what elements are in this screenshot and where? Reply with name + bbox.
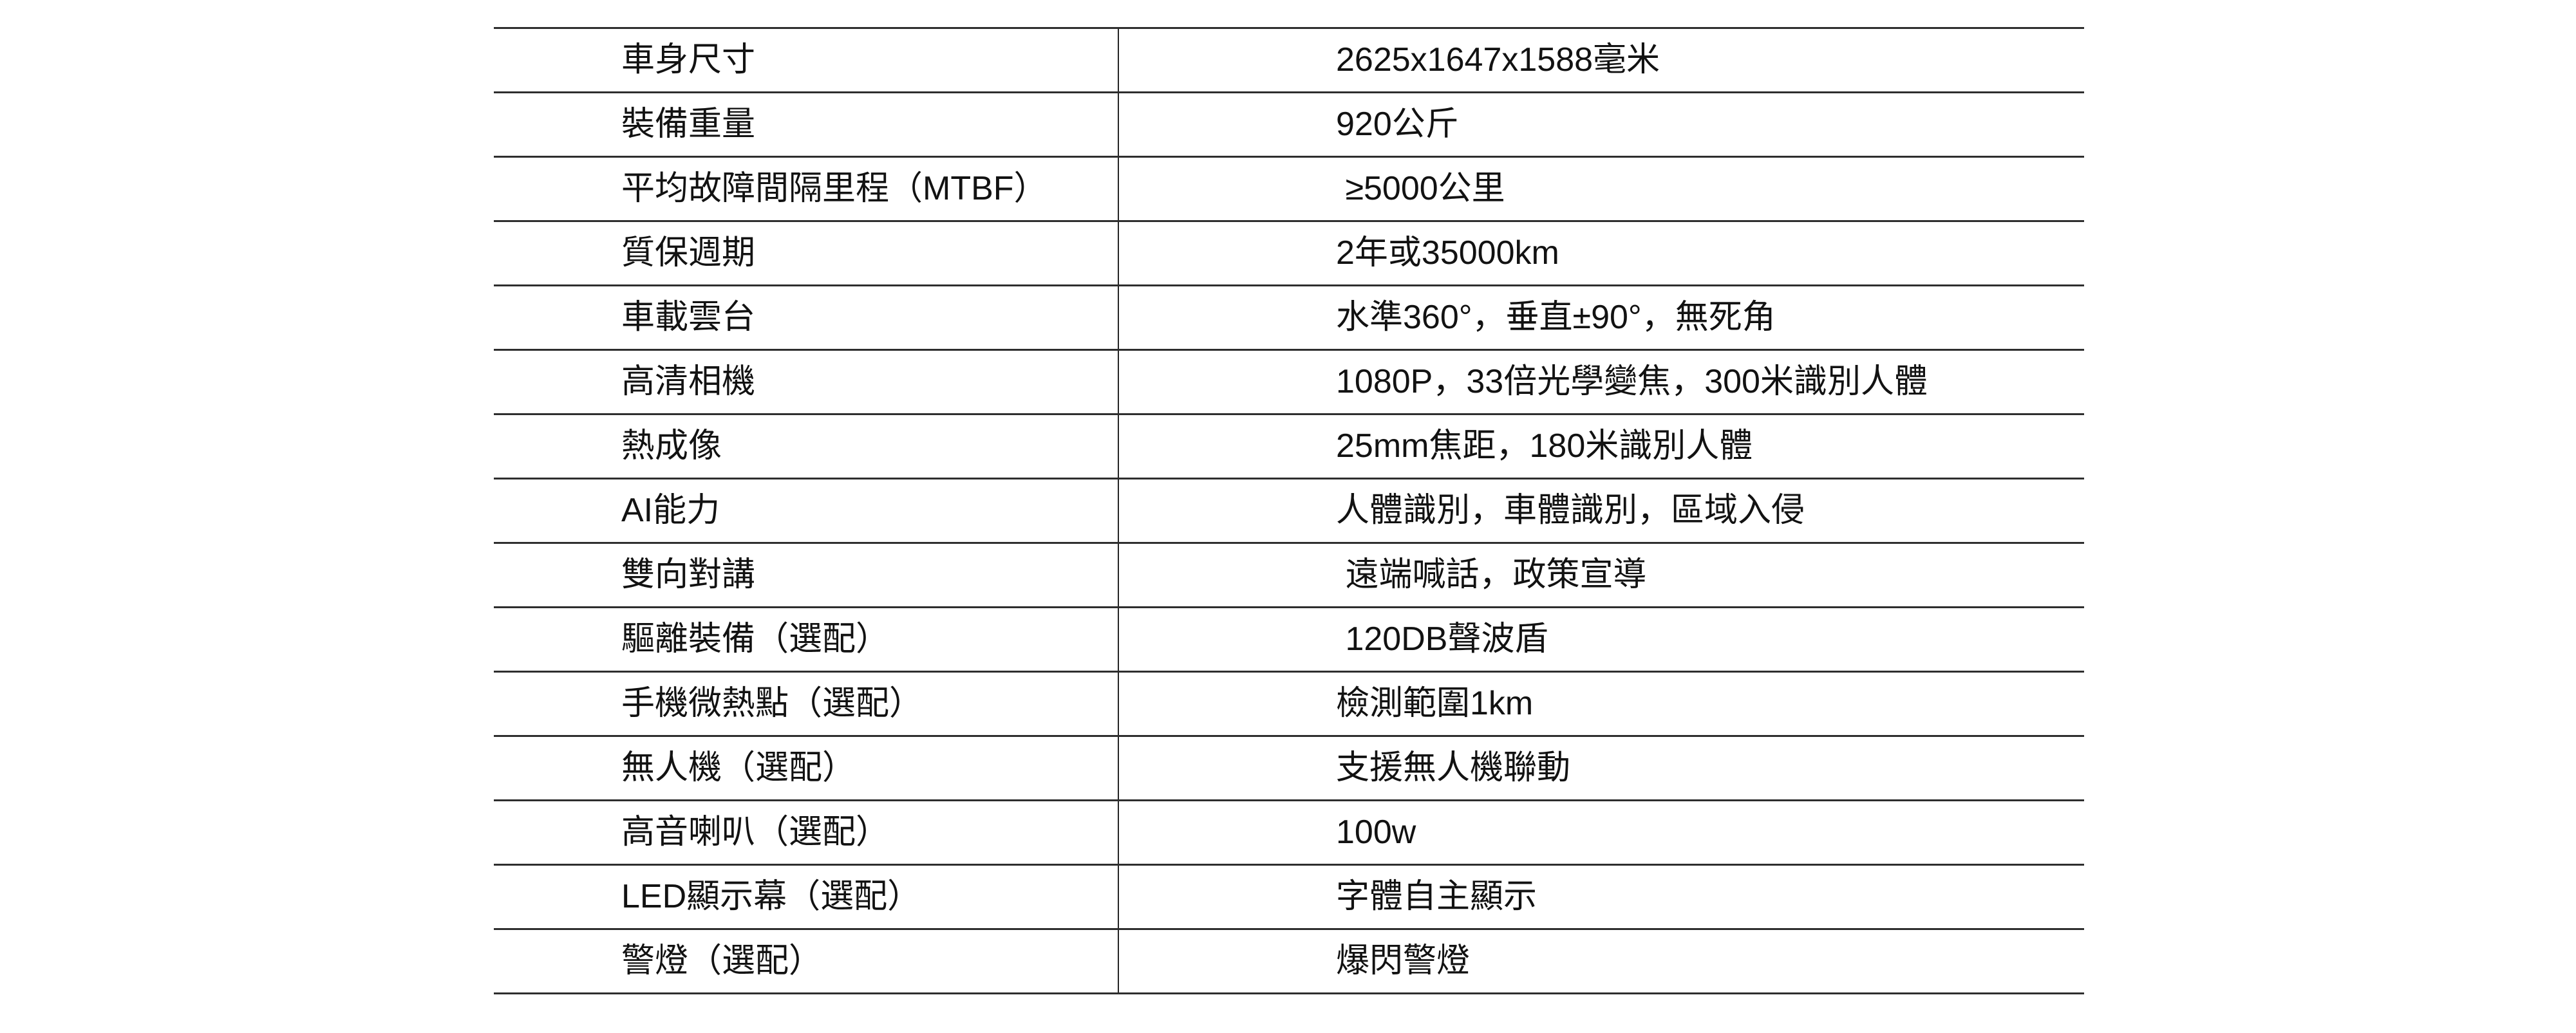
spec-label-cell: AI能力 xyxy=(494,479,1119,542)
spec-value-cell: 2625x1647x1588毫米 xyxy=(1336,41,1660,79)
spec-value-cell: 字體自主顯示 xyxy=(1336,877,1537,915)
spec-label-cell: 熱成像 xyxy=(494,415,1119,478)
table-row: 車身尺寸 2625x1647x1588毫米 xyxy=(494,27,2084,91)
spec-label-cell: 無人機（選配） xyxy=(494,737,1119,799)
spec-value-cell: 920公斤 xyxy=(1336,105,1459,143)
table-row: 高清相機 1080P，33倍光學變焦，300米識別人體 xyxy=(494,349,2084,413)
spec-value-cell: 100w xyxy=(1336,813,1416,851)
table-row: 無人機（選配） 支援無人機聯動 xyxy=(494,735,2084,799)
table-row: 質保週期 2年或35000km xyxy=(494,220,2084,284)
spec-label-cell: 警燈（選配） xyxy=(494,930,1119,992)
spec-label-cell: 手機微熱點（選配） xyxy=(494,673,1119,735)
table-row: LED顯示幕（選配） 字體自主顯示 xyxy=(494,864,2084,928)
spec-label-cell: 平均故障間隔里程（MTBF） xyxy=(494,158,1119,220)
spec-label-cell: LED顯示幕（選配） xyxy=(494,866,1119,928)
spec-value-cell: 爆閃警燈 xyxy=(1336,942,1471,980)
spec-label-cell: 雙向對講 xyxy=(494,544,1119,606)
table-row: 驅離裝備（選配） 120DB聲波盾 xyxy=(494,606,2084,671)
spec-value-cell: 支援無人機聯動 xyxy=(1336,749,1571,786)
table-row: 平均故障間隔里程（MTBF） ≥5000公里 xyxy=(494,156,2084,220)
spec-value-cell: 檢測範圍1km xyxy=(1336,684,1534,722)
table-row: AI能力 人體識別，車體識別，區域入侵 xyxy=(494,478,2084,542)
spec-value-cell: 1080P，33倍光學變焦，300米識別人體 xyxy=(1336,362,1928,400)
spec-label-cell: 驅離裝備（選配） xyxy=(494,608,1119,671)
spec-table: 車身尺寸 2625x1647x1588毫米 裝備重量 920公斤 平均故障間隔里… xyxy=(494,27,2084,994)
table-row: 高音喇叭（選配） 100w xyxy=(494,799,2084,864)
spec-value-cell: 人體識別，車體識別，區域入侵 xyxy=(1336,491,1805,529)
spec-value-cell: ≥5000公里 xyxy=(1336,169,1505,207)
spec-value-cell: 水準360°，垂直±90°，無死角 xyxy=(1336,298,1776,336)
table-row: 手機微熱點（選配） 檢測範圍1km xyxy=(494,671,2084,735)
spec-label-cell: 質保週期 xyxy=(494,222,1119,284)
table-row: 熱成像 25mm焦距，180米識別人體 xyxy=(494,413,2084,478)
spec-label-cell: 車載雲台 xyxy=(494,286,1119,349)
spec-label-cell: 高清相機 xyxy=(494,351,1119,413)
spec-value-cell: 2年或35000km xyxy=(1336,234,1559,272)
spec-label-cell: 車身尺寸 xyxy=(494,29,1119,91)
table-row: 雙向對講 遠端喊話，政策宣導 xyxy=(494,542,2084,606)
table-row: 警燈（選配） 爆閃警燈 xyxy=(494,928,2084,992)
spec-value-cell: 25mm焦距，180米識別人體 xyxy=(1336,427,1753,465)
spec-label-cell: 裝備重量 xyxy=(494,93,1119,156)
spec-value-cell: 遠端喊話，政策宣導 xyxy=(1336,555,1647,593)
table-row: 車載雲台 水準360°，垂直±90°，無死角 xyxy=(494,284,2084,349)
spec-label-cell: 高音喇叭（選配） xyxy=(494,801,1119,864)
table-row: 裝備重量 920公斤 xyxy=(494,91,2084,156)
spec-value-cell: 120DB聲波盾 xyxy=(1336,620,1548,658)
